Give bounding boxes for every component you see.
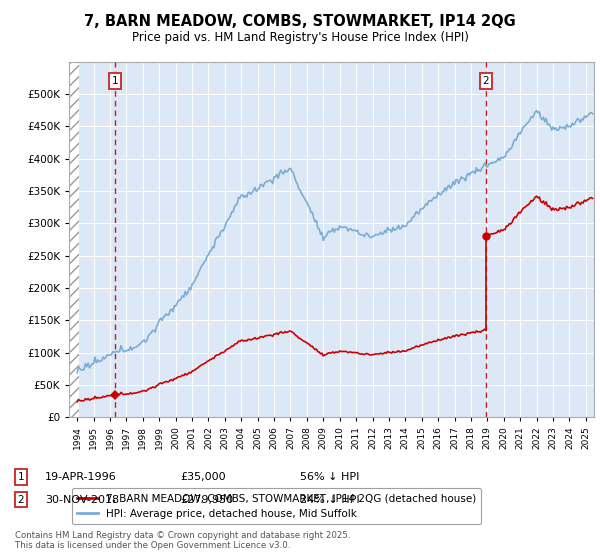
- Text: 56% ↓ HPI: 56% ↓ HPI: [300, 472, 359, 482]
- Text: 19-APR-1996: 19-APR-1996: [45, 472, 117, 482]
- Text: 24% ↓ HPI: 24% ↓ HPI: [300, 494, 359, 505]
- Legend: 7, BARN MEADOW, COMBS, STOWMARKET, IP14 2QG (detached house), HPI: Average price: 7, BARN MEADOW, COMBS, STOWMARKET, IP14 …: [71, 488, 481, 524]
- Text: Contains HM Land Registry data © Crown copyright and database right 2025.
This d: Contains HM Land Registry data © Crown c…: [15, 530, 350, 550]
- Text: £279,950: £279,950: [180, 494, 233, 505]
- Text: Price paid vs. HM Land Registry's House Price Index (HPI): Price paid vs. HM Land Registry's House …: [131, 31, 469, 44]
- Text: 2: 2: [17, 494, 25, 505]
- Text: 2: 2: [483, 76, 490, 86]
- Text: £35,000: £35,000: [180, 472, 226, 482]
- Bar: [69, 62, 79, 417]
- Text: 1: 1: [17, 472, 25, 482]
- Text: 7, BARN MEADOW, COMBS, STOWMARKET, IP14 2QG: 7, BARN MEADOW, COMBS, STOWMARKET, IP14 …: [84, 14, 516, 29]
- Text: 30-NOV-2018: 30-NOV-2018: [45, 494, 119, 505]
- Text: 1: 1: [112, 76, 118, 86]
